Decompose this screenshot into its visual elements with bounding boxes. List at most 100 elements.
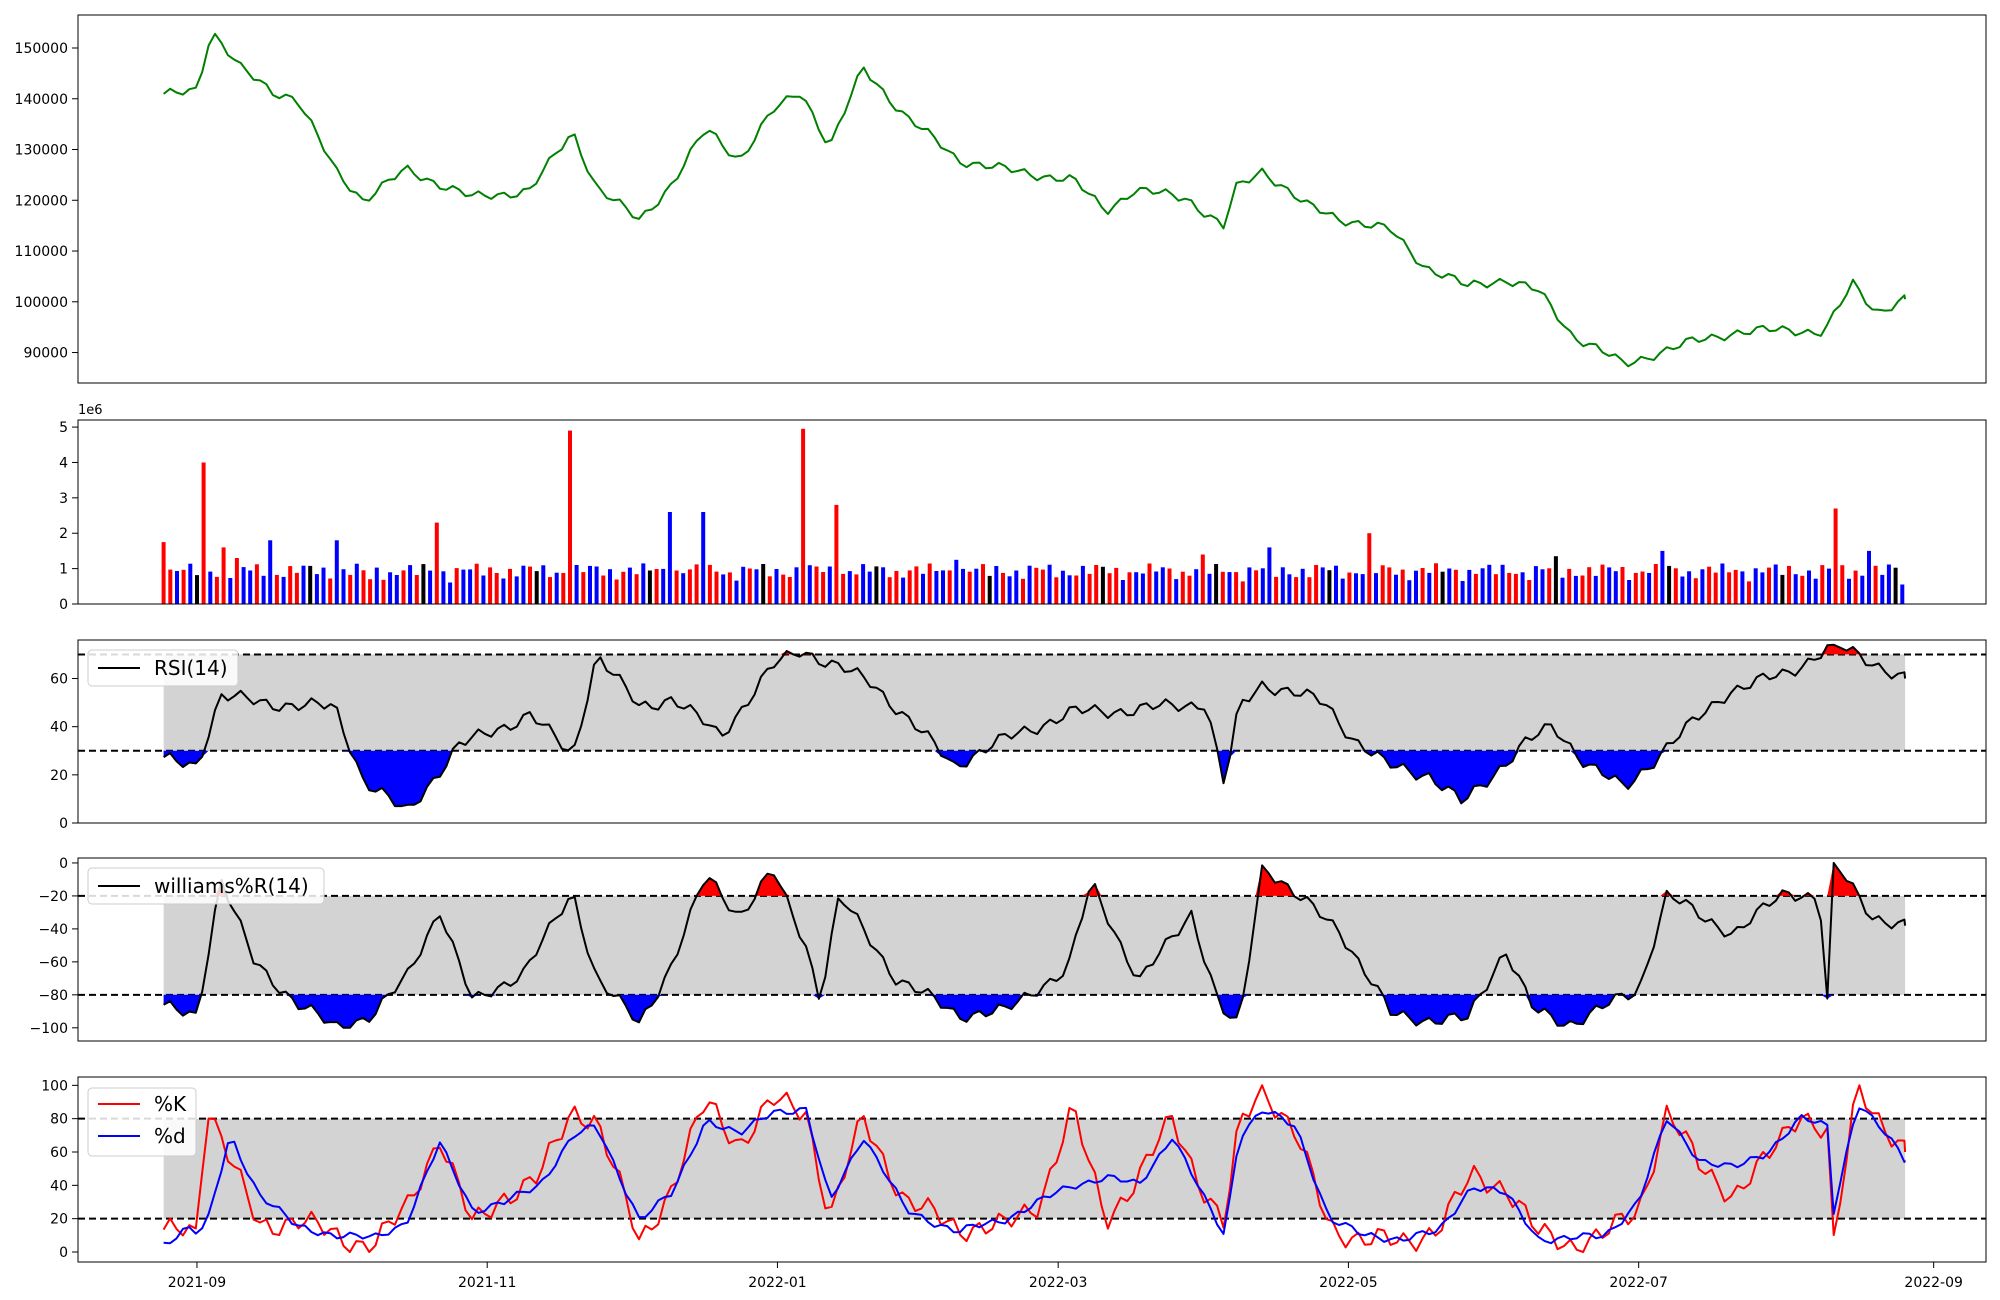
volume-bar bbox=[1274, 576, 1279, 604]
volume-bar bbox=[874, 566, 879, 604]
volume-bar bbox=[1247, 567, 1252, 604]
volume-bar bbox=[534, 571, 539, 604]
volume-bar bbox=[175, 571, 179, 604]
volume-bar bbox=[361, 570, 366, 604]
volume-bar bbox=[1127, 572, 1132, 604]
volume-bar bbox=[168, 569, 173, 604]
volume-bar bbox=[1467, 569, 1472, 604]
volume-bar bbox=[1021, 578, 1025, 604]
volume-bar bbox=[634, 574, 639, 604]
williams-y-axis: −100 −80 −60 −40 −20 0 bbox=[30, 856, 1987, 1042]
volume-bar bbox=[321, 567, 326, 604]
volume-bar bbox=[1633, 572, 1638, 604]
volume-bar bbox=[1260, 568, 1265, 604]
volume-bar bbox=[1267, 547, 1272, 604]
volume-bar bbox=[1840, 565, 1845, 604]
volume-bar bbox=[454, 568, 459, 604]
volume-bar bbox=[248, 570, 253, 604]
stochastic-series-line-1 bbox=[163, 1106, 1907, 1245]
volume-bar bbox=[827, 566, 832, 604]
volume-bar bbox=[1640, 571, 1645, 604]
volume-bar bbox=[1560, 577, 1565, 604]
volume-bar bbox=[661, 568, 666, 604]
volume-bar bbox=[727, 572, 732, 604]
volume-bar bbox=[1860, 575, 1865, 604]
volume-bar bbox=[268, 540, 273, 604]
volume-bar bbox=[1667, 565, 1672, 604]
volume-bar bbox=[801, 428, 806, 604]
volume-bar bbox=[494, 573, 499, 604]
volume-bar bbox=[441, 571, 446, 604]
volume-bar bbox=[1214, 564, 1219, 604]
date-xtick-label: 2021-09 bbox=[168, 1275, 227, 1291]
volume-bar bbox=[1687, 571, 1692, 604]
volume-bar bbox=[601, 575, 606, 604]
volume-bar bbox=[448, 582, 453, 604]
volume-bar bbox=[354, 563, 359, 604]
volume-bar bbox=[887, 577, 892, 604]
volume-bar bbox=[481, 575, 486, 604]
price-series-line-0 bbox=[162, 32, 1907, 368]
volume-bar bbox=[1567, 568, 1572, 604]
date-xtick-label: 2021-11 bbox=[458, 1275, 517, 1291]
volume-bar bbox=[195, 575, 199, 604]
volume-panel: 0 1 2 3 4 5 1e6 bbox=[59, 403, 1987, 613]
stochastic-ytick-label: 20 bbox=[50, 1212, 68, 1228]
volume-bar bbox=[288, 566, 293, 604]
volume-bar bbox=[1380, 565, 1385, 604]
volume-bar bbox=[381, 579, 386, 604]
volume-bar bbox=[1014, 570, 1019, 604]
date-xtick-label: 2022-01 bbox=[748, 1275, 807, 1291]
volume-bar bbox=[1620, 567, 1625, 604]
williams-axes-frame bbox=[77, 857, 1987, 1042]
williams-ytick-label: 0 bbox=[59, 856, 68, 872]
volume-bar bbox=[1300, 568, 1305, 604]
volume-bar bbox=[1047, 564, 1052, 604]
volume-bar bbox=[754, 569, 759, 604]
williams-legend: williams%R(14) bbox=[87, 867, 325, 905]
volume-bar bbox=[1427, 572, 1432, 604]
volume-bar bbox=[1680, 576, 1685, 604]
volume-bar bbox=[461, 569, 466, 604]
volume-bar bbox=[574, 565, 579, 604]
volume-bar bbox=[1034, 567, 1039, 604]
volume-bar bbox=[1700, 569, 1705, 604]
volume-bar bbox=[1780, 574, 1785, 604]
volume-bar bbox=[1087, 573, 1092, 604]
volume-ytick-label: 2 bbox=[59, 526, 68, 542]
volume-bar bbox=[1893, 567, 1898, 604]
volume-axes-frame bbox=[77, 419, 1987, 605]
volume-bar bbox=[1527, 580, 1532, 604]
volume-bar bbox=[541, 565, 546, 604]
volume-bar bbox=[1580, 575, 1585, 604]
volume-bar bbox=[1140, 573, 1145, 604]
volume-bar bbox=[641, 563, 646, 604]
volume-bar bbox=[1793, 574, 1798, 604]
price-ytick-label: 100000 bbox=[15, 295, 68, 311]
volume-bar bbox=[508, 568, 512, 604]
volume-bar bbox=[1593, 575, 1598, 604]
volume-bar bbox=[1547, 568, 1552, 604]
stochastic-legend-d-label: %d bbox=[154, 1124, 186, 1148]
date-xtick-label: 2022-03 bbox=[1029, 1275, 1088, 1291]
volume-bar bbox=[468, 569, 473, 604]
volume-bar bbox=[1334, 565, 1338, 604]
volume-bar bbox=[1154, 571, 1159, 604]
volume-bar bbox=[1493, 574, 1498, 604]
volume-bar bbox=[1447, 568, 1452, 604]
williams-panel: −100 −80 −60 −40 −20 0 williams%R(14) bbox=[30, 856, 1987, 1042]
volume-bar bbox=[707, 564, 712, 604]
stochastic-y-axis: 0 20 40 60 80 100 bbox=[41, 1076, 1987, 1263]
volume-bar bbox=[994, 566, 999, 604]
volume-bar bbox=[1407, 580, 1412, 604]
volume-bar bbox=[821, 572, 826, 604]
williams-ytick-label: −100 bbox=[30, 1021, 68, 1037]
volume-bar bbox=[214, 576, 219, 604]
volume-bar bbox=[1327, 570, 1332, 604]
volume-bar bbox=[1867, 550, 1871, 604]
volume-bar bbox=[674, 570, 679, 604]
volume-plot-area bbox=[161, 428, 1905, 604]
volume-bar bbox=[1027, 565, 1032, 604]
volume-bar bbox=[1773, 564, 1778, 604]
